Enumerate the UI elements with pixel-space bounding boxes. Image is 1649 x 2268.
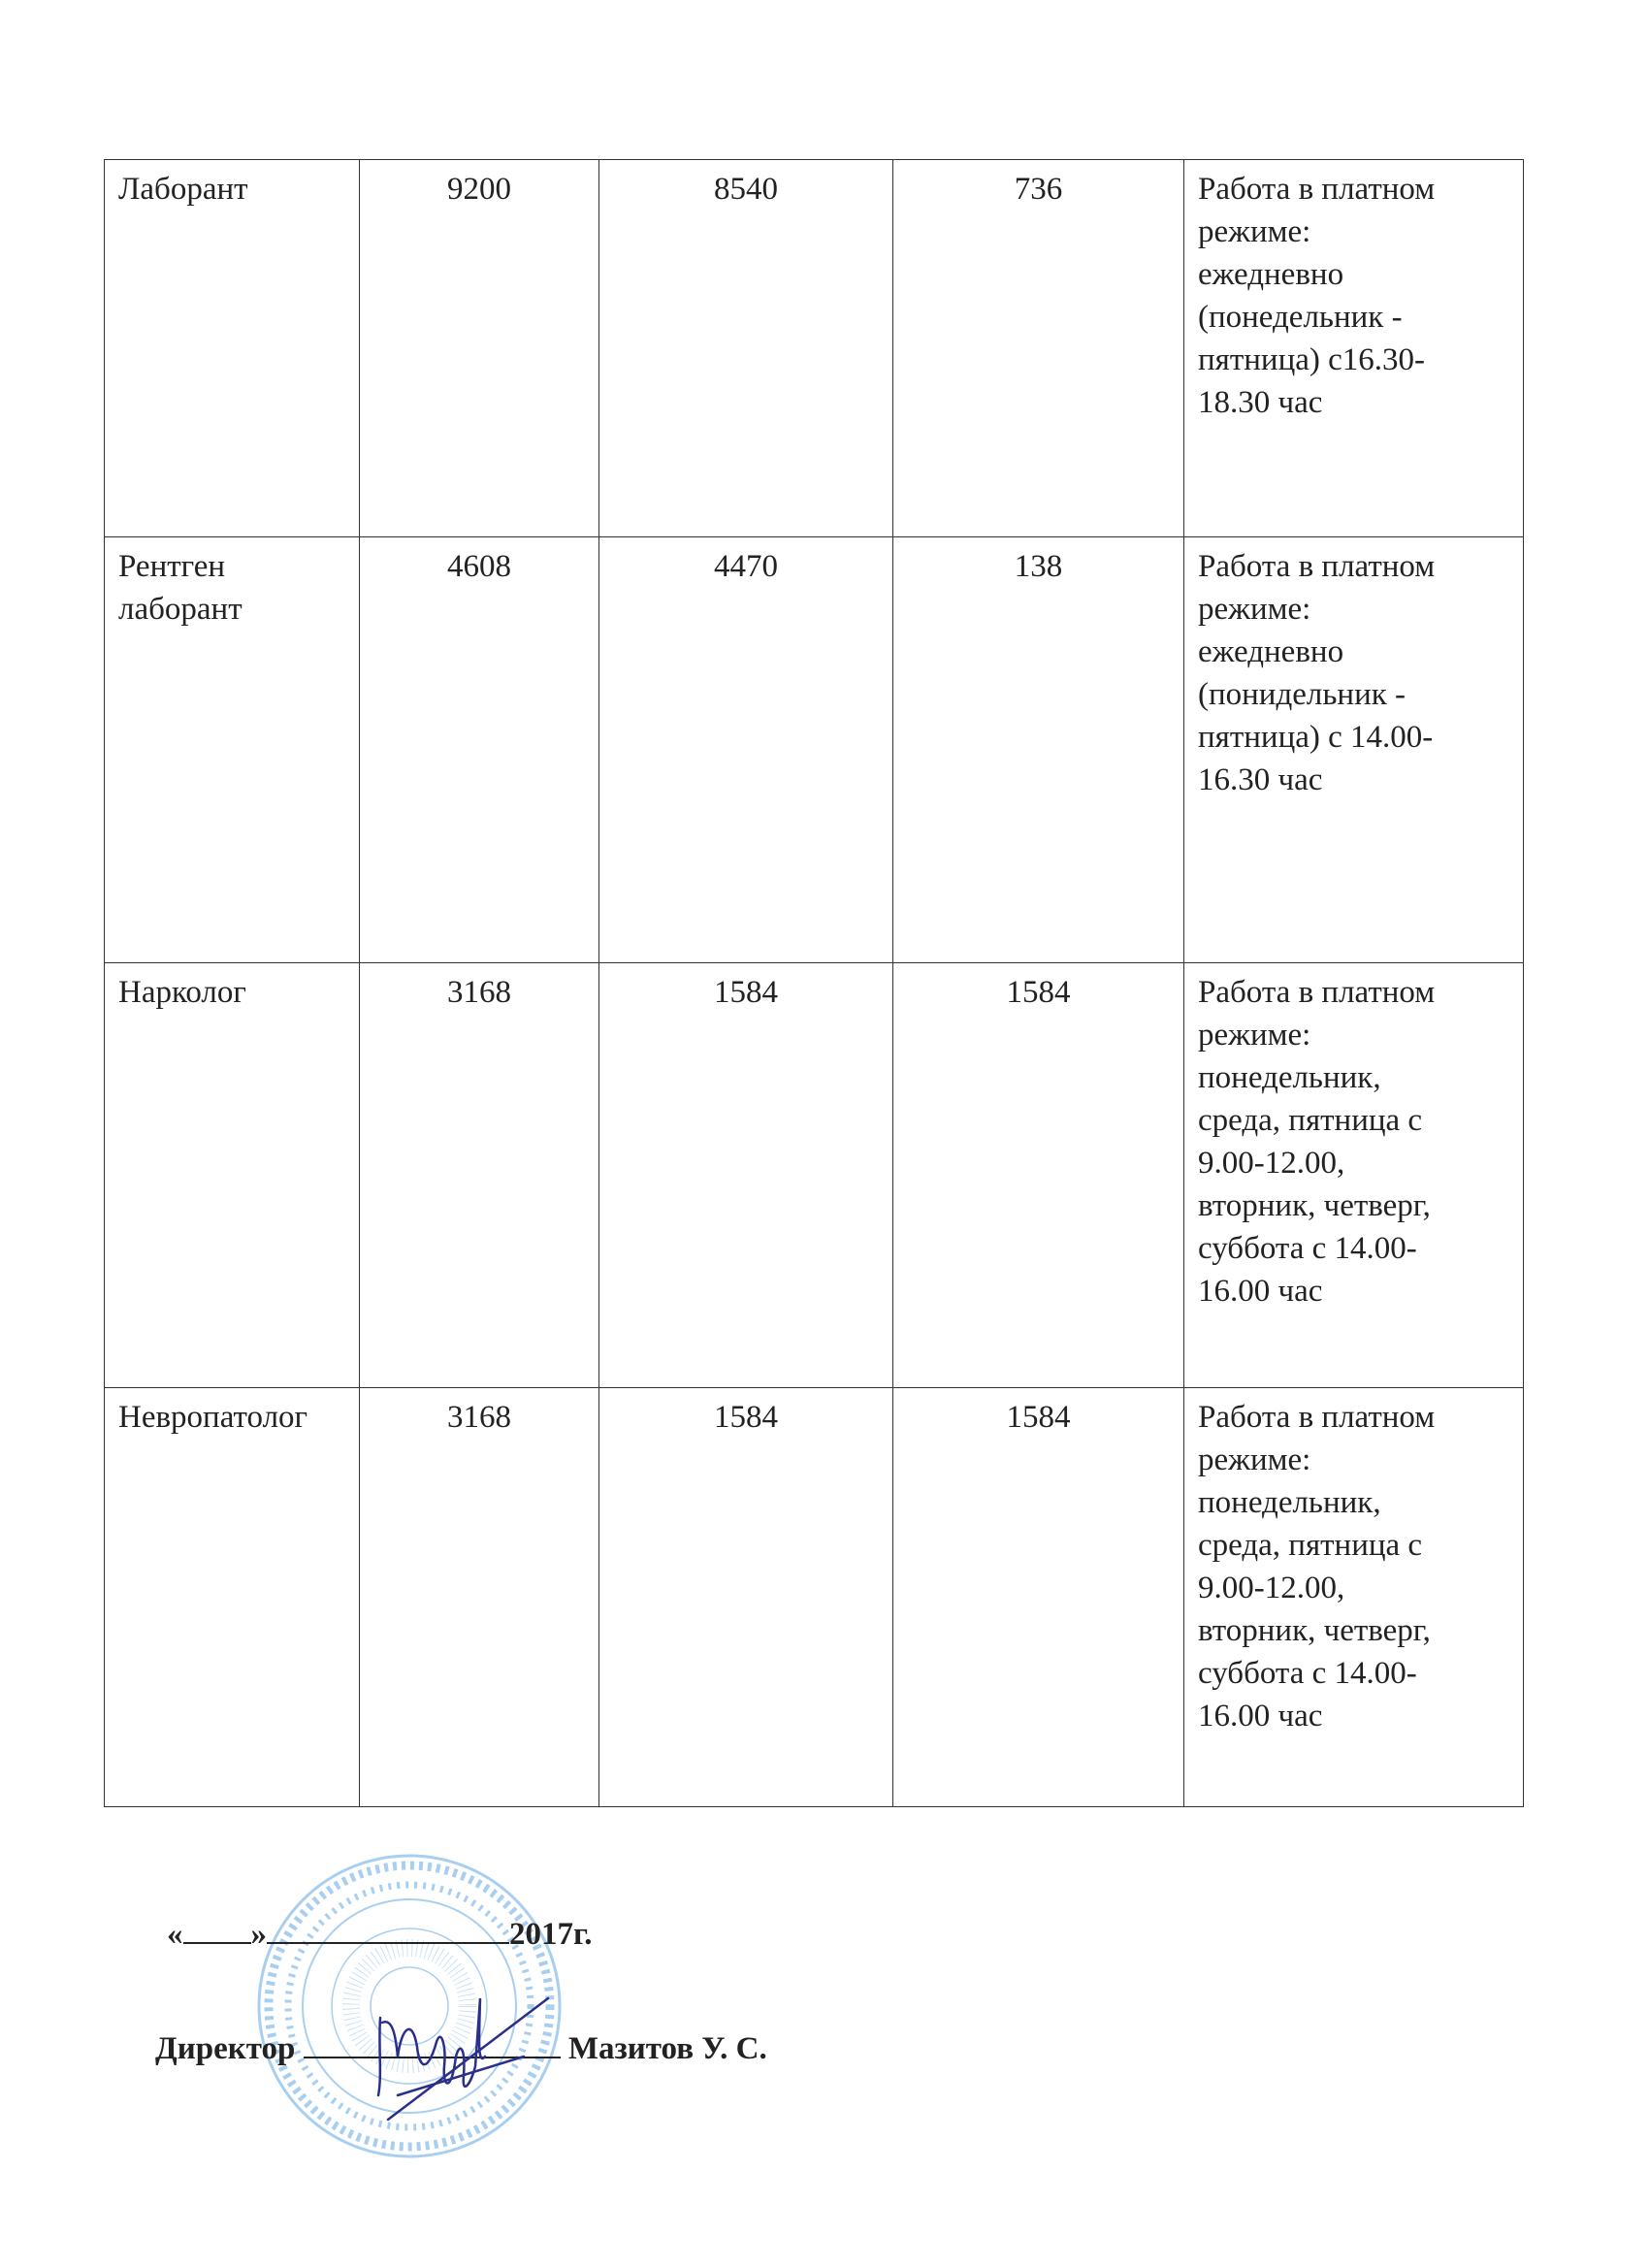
position-cell: Невропатолог (104, 1387, 360, 1807)
date-year: 2017г. (509, 1917, 593, 1952)
value-cell: 8540 (598, 159, 893, 537)
value-cell: 1584 (892, 1387, 1184, 1807)
value-cell: 9200 (359, 159, 599, 537)
date-line: «» 2017г. (167, 1913, 593, 1953)
director-name: Мазитов У. С. (567, 2031, 767, 2066)
schedule-table: Лаборант 9200 8540 736 Работа в платном … (104, 159, 1524, 1807)
value-cell: 1584 (892, 962, 1184, 1388)
position-cell: Лаборант (104, 159, 360, 537)
value-cell: 3168 (359, 1387, 599, 1807)
schedule-cell: Работа в платном режиме: ежедневно (поне… (1183, 159, 1524, 537)
table-row: Лаборант 9200 8540 736 Работа в платном … (104, 159, 1524, 537)
official-stamp (257, 1854, 562, 2158)
schedule-cell: Работа в платном режиме: ежедневно (пони… (1183, 536, 1524, 963)
value-cell: 1584 (598, 962, 893, 1388)
director-label: Директор (155, 2031, 296, 2066)
table-row: Невропатолог 3168 1584 1584 Работа в пла… (104, 1387, 1524, 1807)
position-cell: Рентген лаборант (104, 536, 360, 963)
value-cell: 1584 (598, 1387, 893, 1807)
handwritten-signature (376, 1996, 550, 2122)
value-cell: 4608 (359, 536, 599, 963)
schedule-cell: Работа в платном режиме: понедельник, ср… (1183, 962, 1524, 1388)
table-row: Нарколог 3168 1584 1584 Работа в платном… (104, 962, 1524, 1388)
schedule-cell: Работа в платном режиме: понедельник, ср… (1183, 1387, 1524, 1807)
table-row: Рентген лаборант 4608 4470 138 Работа в … (104, 536, 1524, 963)
value-cell: 736 (892, 159, 1184, 537)
position-cell: Нарколог (104, 962, 360, 1388)
value-cell: 138 (892, 536, 1184, 963)
value-cell: 3168 (359, 962, 599, 1388)
value-cell: 4470 (598, 536, 893, 963)
